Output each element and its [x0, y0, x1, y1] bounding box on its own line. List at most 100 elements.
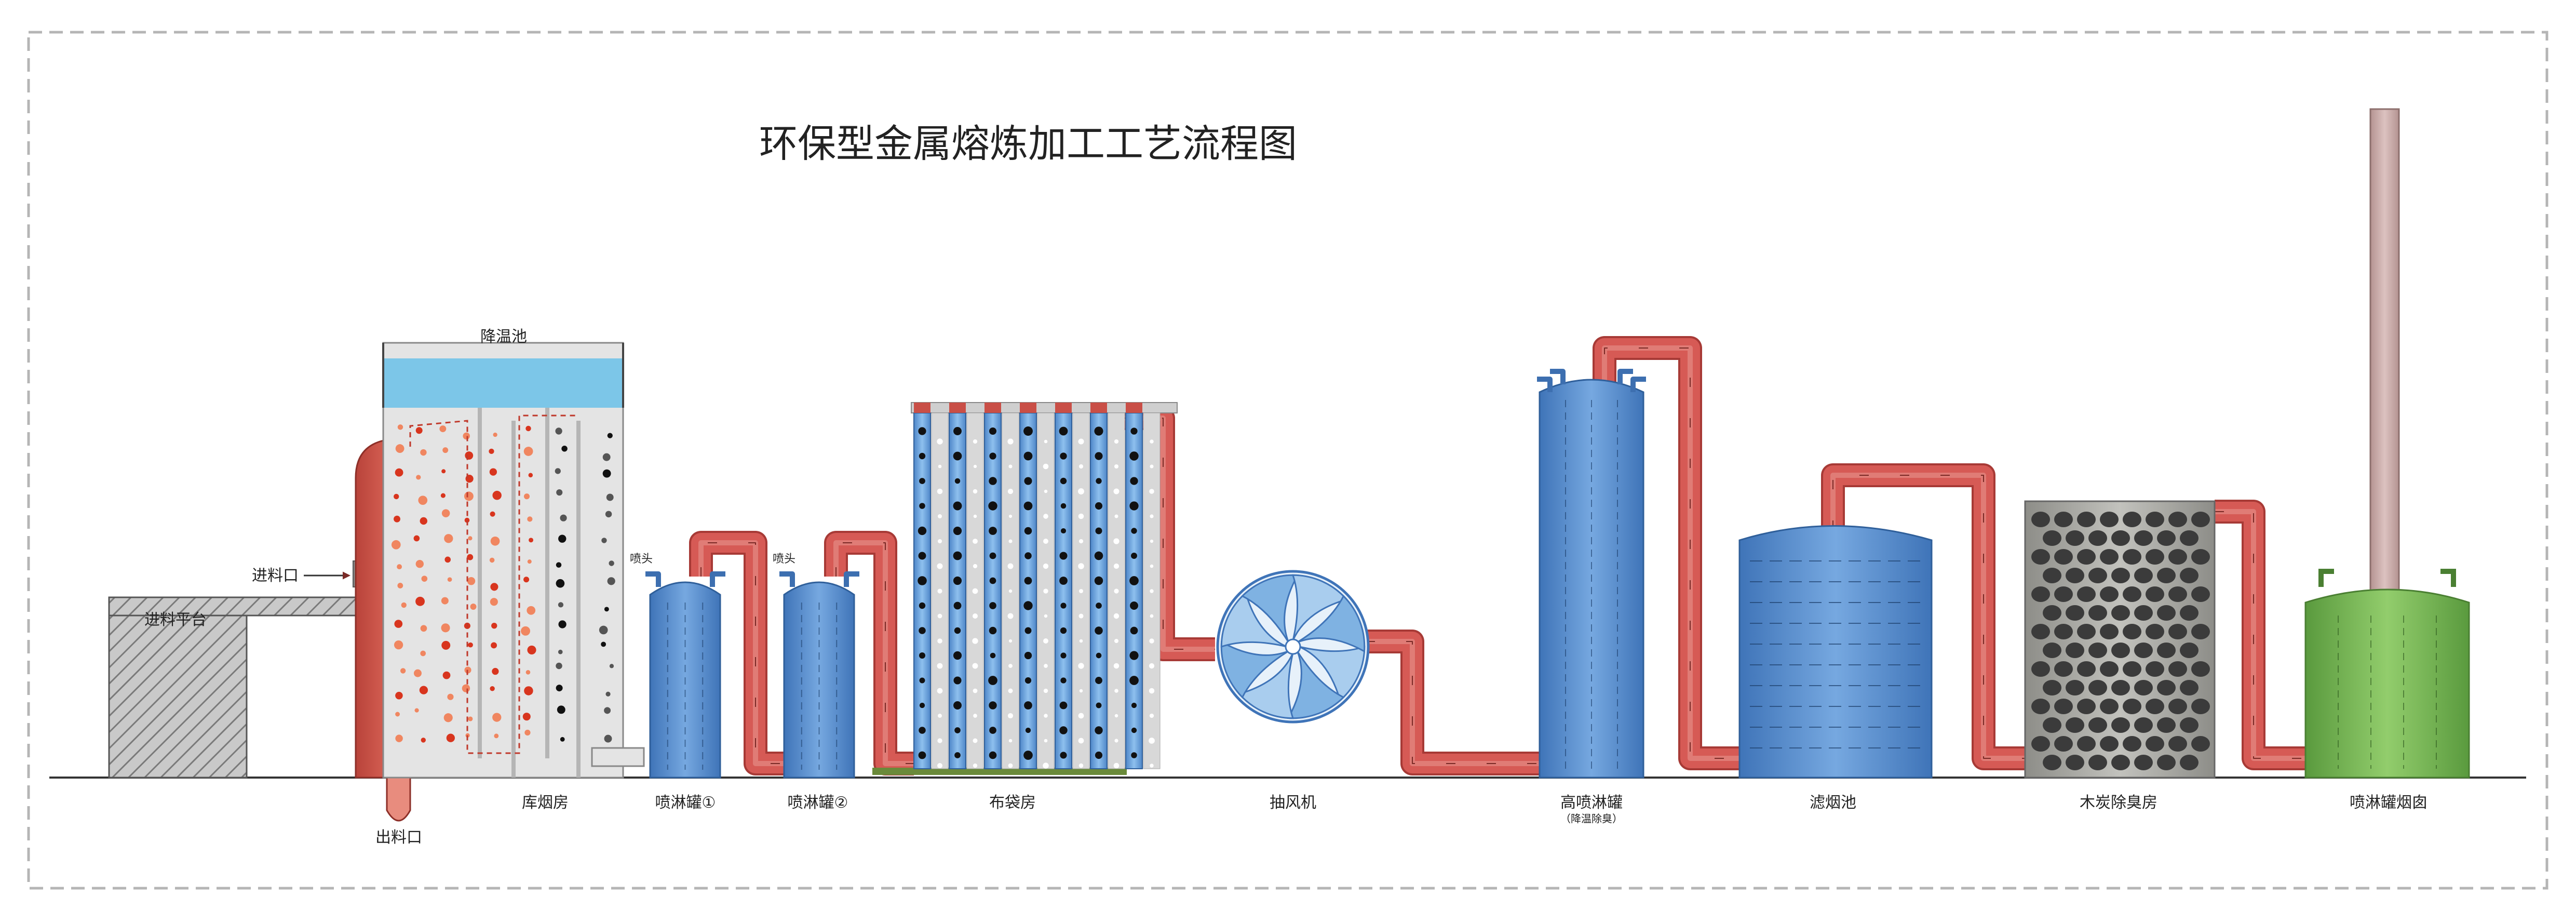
nozzle-icon: [1550, 369, 1566, 384]
charcoal-piece: [2066, 568, 2084, 583]
charcoal-piece: [2123, 624, 2141, 639]
clean-particle: [973, 738, 978, 743]
charcoal-piece: [2088, 717, 2107, 733]
dust-particle: [918, 576, 927, 585]
dust-particle: [1129, 451, 1139, 461]
clean-particle: [938, 714, 942, 718]
particle: [395, 444, 404, 453]
pipe-fan-hightank-shine: [1366, 639, 1540, 766]
dust-particle: [1024, 677, 1032, 684]
particle: [604, 707, 611, 714]
flue-flow-path: [409, 414, 576, 754]
charcoal-piece: [2077, 624, 2096, 639]
clean-particle: [973, 714, 977, 718]
clean-particle: [1007, 563, 1014, 569]
charcoal-piece: [2054, 512, 2073, 527]
clean-particle: [1008, 688, 1013, 693]
dust-particle: [1024, 552, 1032, 559]
particle: [599, 625, 608, 635]
charcoal-piece: [2088, 530, 2107, 546]
particle: [394, 640, 403, 650]
clean-particle: [938, 514, 942, 518]
filter-bag: [1019, 412, 1037, 769]
charcoal-piece: [2077, 736, 2096, 752]
filter-pool-body: [1738, 525, 1933, 779]
charcoal-piece: [2191, 586, 2210, 602]
dust-particle: [918, 427, 926, 435]
dust-particle: [1096, 702, 1102, 708]
dust-particle: [989, 727, 996, 734]
dust-particle: [1059, 577, 1068, 585]
flue-pipes: [689, 336, 2305, 775]
clean-particle: [1043, 638, 1048, 644]
charcoal-piece: [2088, 605, 2107, 621]
clean-particle: [1008, 739, 1013, 743]
charcoal-piece: [2146, 512, 2164, 527]
feed-platform-label: 进料平台: [144, 611, 207, 629]
particle: [525, 670, 531, 675]
flue-particles: [391, 414, 615, 754]
dust-particle: [1094, 426, 1103, 436]
charcoal-piece: [2134, 530, 2153, 546]
particle: [470, 604, 477, 610]
flue-baffles: [478, 408, 581, 778]
dust-particle: [1060, 477, 1067, 485]
particle: [606, 493, 614, 501]
particle: [441, 640, 451, 650]
clean-particle: [1043, 563, 1049, 569]
charcoal-piece: [2088, 755, 2107, 770]
charcoal-piece: [2031, 512, 2050, 527]
particle: [394, 493, 399, 500]
charcoal-deodor-room: [2024, 500, 2216, 779]
particle: [491, 622, 497, 629]
charcoal-piece: [2180, 680, 2199, 695]
particle: [525, 425, 531, 432]
charcoal-piece: [2088, 568, 2107, 583]
exhaust-fan-label: 抽风机: [1270, 794, 1316, 812]
filter-bag-cap: [984, 403, 1001, 413]
particle: [556, 685, 563, 692]
charcoal-piece: [2191, 699, 2210, 714]
clean-particle: [1114, 514, 1118, 518]
clean-particle: [1150, 589, 1154, 593]
particle: [415, 596, 425, 606]
charcoal-piece: [2111, 605, 2130, 621]
feed-inlet-label: 进料口: [252, 567, 299, 585]
nozzle-icon: [844, 571, 859, 587]
clean-particle: [1043, 514, 1048, 519]
chimney-nozzle-icon: [2440, 569, 2456, 587]
particle: [443, 713, 453, 723]
dust-particle: [1095, 677, 1102, 684]
clean-particle: [1078, 513, 1084, 519]
particle: [418, 496, 428, 505]
charcoal-piece: [2054, 736, 2073, 752]
high-spray-tank-note: （降温除臭）: [1560, 812, 1623, 825]
dust-particle: [1129, 676, 1139, 685]
dust-particle: [953, 451, 962, 461]
particle: [527, 606, 536, 615]
particle: [420, 449, 427, 456]
clean-particle: [972, 588, 978, 594]
clean-particle: [1150, 514, 1154, 518]
charcoal-piece: [2054, 624, 2073, 639]
particle: [609, 664, 614, 668]
pipe-charcoal-chimney-fill: [2215, 502, 2305, 768]
charcoal-piece: [2180, 605, 2199, 621]
dust-particle: [1094, 576, 1103, 585]
particle: [556, 489, 563, 496]
charcoal-piece: [2077, 661, 2096, 677]
fan-blade: [1297, 595, 1366, 653]
particle: [604, 607, 609, 612]
particle: [527, 645, 536, 654]
dust-particle: [1094, 551, 1103, 560]
charcoal-piece: [2054, 586, 2073, 602]
clean-particle: [1150, 564, 1154, 568]
clean-particle: [937, 539, 942, 544]
high-spray-tank-label: 高喷淋罐: [1560, 794, 1623, 812]
particle: [420, 625, 427, 632]
clean-particle: [972, 638, 978, 644]
charcoal-piece: [2066, 755, 2084, 770]
fan-blade: [1287, 650, 1345, 719]
clean-particle: [973, 763, 978, 768]
dust-particle: [989, 527, 997, 535]
